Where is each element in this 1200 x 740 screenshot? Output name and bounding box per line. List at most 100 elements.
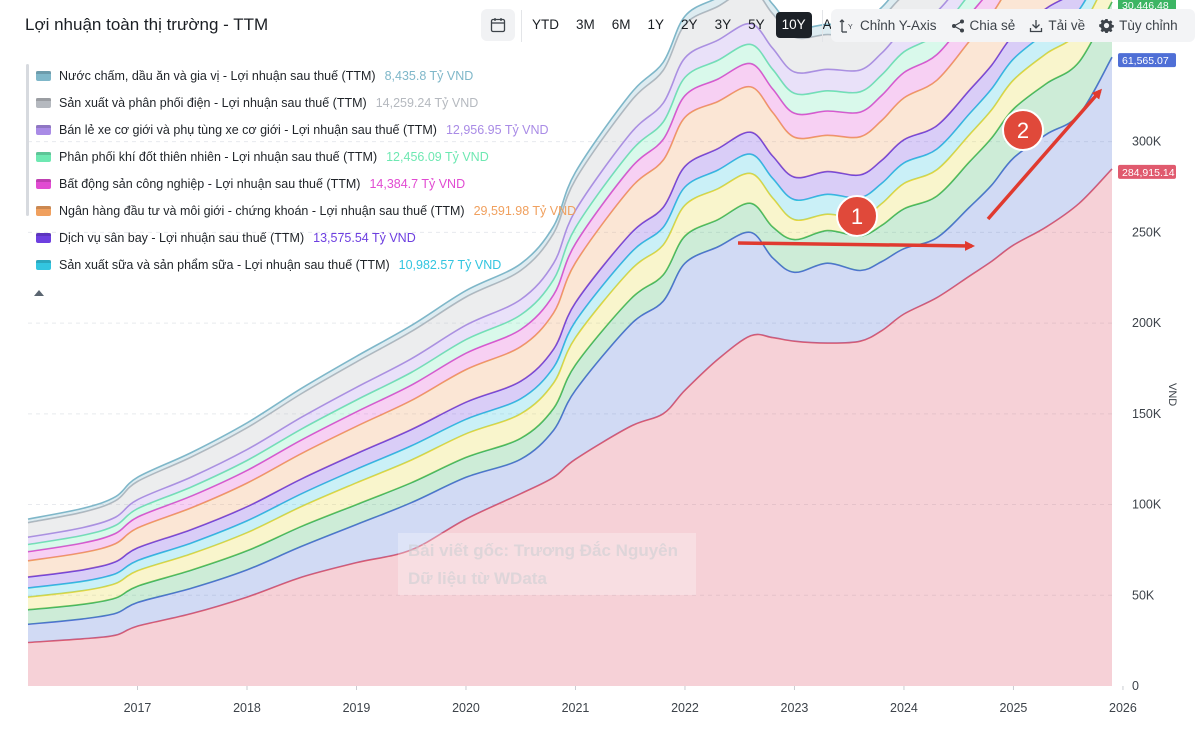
legend-item[interactable]: Phân phối khí đốt thiên nhiên - Lợi nhuậ… <box>36 147 489 167</box>
range-1y[interactable]: 1Y <box>647 17 665 32</box>
legend-label: Sản xuất sữa và sản phẩm sữa - Lợi nhuận… <box>59 258 390 272</box>
series-line-toàn-thị-trường[interactable] <box>27 168 1113 644</box>
series-line-layer-10[interactable] <box>27 0 1112 538</box>
legend-label: Bất động sản công nghiệp - Lợi nhuận sau… <box>59 177 361 191</box>
share-label: Chia sẻ <box>969 18 1016 33</box>
series-line-layer-4[interactable] <box>27 0 1112 598</box>
y-axis-icon: Y <box>839 18 853 33</box>
range-6m[interactable]: 6M <box>611 17 631 32</box>
range-10y[interactable]: 10Y <box>775 12 812 38</box>
x-tick-label: 2025 <box>1000 701 1028 715</box>
legend-label: Dịch vụ sân bay - Lợi nhuận sau thuế (TT… <box>59 231 305 245</box>
annotation-arrow-1 <box>737 240 975 251</box>
legend-label: Phân phối khí đốt thiên nhiên - Lợi nhuậ… <box>59 150 378 164</box>
series-line-layer-11[interactable] <box>27 0 1112 524</box>
legend-label: Nước chấm, dầu ăn và gia vị - Lợi nhuận … <box>59 69 376 83</box>
y-tick-label: 100K <box>1132 498 1162 512</box>
chart-toolbar: Y Chỉnh Y-Axis Chia sẻ Tải về <box>831 9 1195 42</box>
y-axis-button[interactable]: Y Chỉnh Y-Axis <box>839 18 937 33</box>
share-icon <box>951 19 964 32</box>
range-5y[interactable]: 5Y <box>748 17 765 32</box>
legend-item[interactable]: Bán lẻ xe cơ giới và phụ tùng xe cơ giới… <box>36 120 549 140</box>
series-line-layer-12[interactable] <box>27 0 1112 520</box>
watermark-line-1: Bài viết gốc: Trương Đắc Nguyên <box>408 541 678 560</box>
x-tick-label: 2022 <box>671 701 699 715</box>
y-tick-label: 250K <box>1132 225 1162 239</box>
y-tick-label: 150K <box>1132 407 1162 421</box>
legend-swatch <box>36 206 51 216</box>
y-tick-label: 200K <box>1132 316 1162 330</box>
x-tick-label: 2018 <box>233 701 261 715</box>
area-layer-11[interactable] <box>28 0 1112 538</box>
annotation-badge-1 <box>836 195 878 237</box>
legend-label: Bán lẻ xe cơ giới và phụ tùng xe cơ giới… <box>59 123 437 137</box>
legend-item[interactable]: Dịch vụ sân bay - Lợi nhuận sau thuế (TT… <box>36 228 416 248</box>
range-3m[interactable]: 3M <box>576 17 595 32</box>
share-button[interactable]: Chia sẻ <box>951 18 1016 33</box>
area-layer-7[interactable] <box>28 0 1112 578</box>
series-line-layer-6[interactable] <box>27 0 1112 578</box>
customize-button[interactable]: Tùy chỉnh <box>1099 18 1178 33</box>
legend-item[interactable]: Bất động sản công nghiệp - Lợi nhuận sau… <box>36 174 465 194</box>
download-label: Tải về <box>1048 18 1086 33</box>
download-icon <box>1030 19 1043 32</box>
legend-swatch <box>36 179 51 189</box>
legend-label: Ngân hàng đầu tư và môi giới - chứng kho… <box>59 204 465 218</box>
x-tick-label: 2017 <box>124 701 152 715</box>
y-tick-label: 300K <box>1132 135 1162 149</box>
legend-value: 14,384.7 Tỷ VND <box>369 177 466 191</box>
legend-scrollbar[interactable] <box>26 64 29 216</box>
x-tick-label: 2023 <box>781 701 809 715</box>
calendar-icon <box>490 18 506 33</box>
value-tag-label: 30,446.48 <box>1122 0 1169 12</box>
range-ytd[interactable]: YTD <box>532 17 559 32</box>
range-selector: YTD3M6M1Y2Y3Y5Y10YAll <box>526 12 849 38</box>
range-3y[interactable]: 3Y <box>714 17 732 32</box>
series-line-layer-5[interactable] <box>27 0 1112 589</box>
legend-item[interactable]: Ngân hàng đầu tư và môi giới - chứng kho… <box>36 201 576 221</box>
value-tag-bg <box>1118 0 1176 12</box>
y-axis-title: VND <box>1166 383 1178 406</box>
area-toàn-thị-trường[interactable] <box>28 168 1112 686</box>
annotation-arrow-2 <box>986 88 1102 221</box>
value-tag: 61,565.07 <box>1118 53 1176 68</box>
divider <box>521 10 522 42</box>
value-tag-bg <box>1118 53 1176 68</box>
series-line-layer-2[interactable] <box>27 56 1113 626</box>
value-tag-label: 284,915.14 <box>1122 167 1175 179</box>
watermark-line-2: Dữ liệu từ WData <box>408 569 547 588</box>
legend-swatch <box>36 98 51 108</box>
watermark: Bài viết gốc: Trương Đắc Nguyên Dữ liệu … <box>398 533 696 595</box>
series-line-layer-9[interactable] <box>27 0 1112 546</box>
legend-collapse-icon[interactable] <box>34 290 44 296</box>
value-tag-bg <box>1118 164 1176 179</box>
legend-value: 12,456.09 Tỷ VND <box>386 150 489 164</box>
legend-item[interactable]: Sản xuất và phân phối điện - Lợi nhuận s… <box>36 93 478 113</box>
value-tag-label: 61,565.07 <box>1122 55 1169 67</box>
gear-icon <box>1099 18 1114 33</box>
chart-legend: Nước chấm, dầu ăn và gia vị - Lợi nhuận … <box>26 64 586 300</box>
legend-item[interactable]: Sản xuất sữa và sản phẩm sữa - Lợi nhuận… <box>36 255 501 275</box>
download-button[interactable]: Tải về <box>1029 18 1085 33</box>
legend-item[interactable]: Nước chấm, dầu ăn và gia vị - Lợi nhuận … <box>36 66 473 86</box>
y-tick-label: 50K <box>1132 588 1155 602</box>
annotation-label-2: 2 <box>1017 118 1029 143</box>
range-2y[interactable]: 2Y <box>681 17 698 32</box>
legend-swatch <box>36 233 51 243</box>
value-tag: 30,446.48 <box>1118 0 1176 12</box>
divider <box>822 10 823 42</box>
x-tick-label: 2024 <box>890 701 918 715</box>
annotation-badge-2 <box>1002 109 1044 151</box>
customize-label: Tùy chỉnh <box>1119 18 1178 33</box>
calendar-button[interactable] <box>481 9 515 41</box>
x-tick-label: 2026 <box>1109 701 1137 715</box>
legend-value: 12,956.95 Tỷ VND <box>445 123 549 137</box>
legend-value: 8,435.8 Tỷ VND <box>384 69 474 83</box>
series-line-layer-3[interactable] <box>27 1 1113 611</box>
legend-swatch <box>36 260 51 270</box>
legend-value: 29,591.98 Tỷ VND <box>473 204 577 218</box>
legend-value: 13,575.54 Tỷ VND <box>313 231 416 245</box>
legend-swatch <box>36 71 51 81</box>
